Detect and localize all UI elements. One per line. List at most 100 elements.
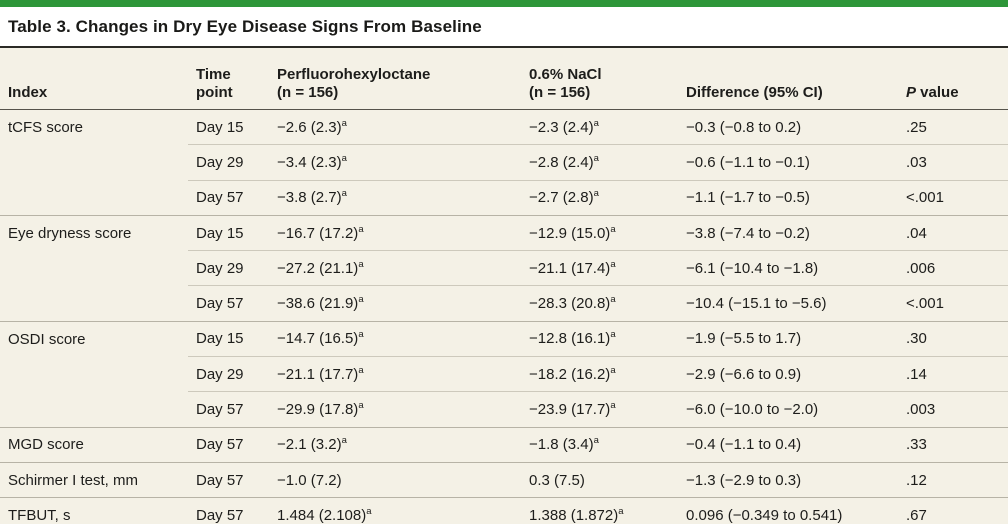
cell-difference: −10.4 (−15.1 to −5.6) [678, 285, 898, 322]
column-header-drug-label: Perfluorohexyloctane [277, 66, 431, 83]
accent-bar [0, 0, 1008, 7]
footnote-marker: a [593, 152, 599, 164]
cell-control: −2.7 (2.8)a [521, 179, 678, 216]
footnote-marker: a [358, 364, 364, 376]
cell-index [0, 251, 188, 286]
table-row: TFBUT, s Day 57 1.484 (2.108)a 1.388 (1.872… [0, 497, 1008, 524]
cell-control: −2.3 (2.4)a [529, 117, 599, 136]
cell-difference: −0.6 (−1.1 to −0.1) [678, 144, 898, 181]
p-value-italic-p: P [906, 84, 917, 101]
cell-drug: −21.1 (17.7)a [269, 356, 521, 392]
cell-p-value: .33 [898, 426, 1008, 463]
cell-drug: 1.484 (2.108)a [269, 497, 521, 524]
footnote-marker: a [366, 505, 372, 517]
cell-drug: −38.6 (21.9)a [269, 285, 521, 322]
footnote-marker: a [341, 117, 347, 129]
p-value-rest: value [916, 84, 959, 101]
cell-index [0, 145, 188, 180]
footnote-marker: a [341, 152, 347, 164]
footnote-marker: a [358, 258, 364, 270]
cell-difference: −1.9 (−5.5 to 1.7) [678, 320, 898, 357]
cell-control: 0.3 (7.5) [521, 461, 678, 498]
cell-time-point: Day 29 [188, 250, 269, 286]
cell-index [0, 392, 188, 427]
column-header-index-label: Index [8, 84, 48, 101]
table-title-block: Table 3. Changes in Dry Eye Disease Sign… [0, 7, 1008, 48]
cell-control: −12.9 (15.0)a [521, 214, 678, 251]
footnote-marker: a [358, 329, 364, 341]
column-header-p-value: P value [898, 48, 1008, 110]
cell-control: −18.2 (16.2)a [521, 356, 678, 392]
table-row: Day 29 −21.1 (17.7)a −18.2 (16.2)a −2.9 (−6… [0, 356, 1008, 392]
cell-difference: −1.3 (−2.9 to 0.3) [678, 461, 898, 498]
cell-difference: −6.1 (−10.4 to −1.8) [678, 250, 898, 286]
cell-difference: −6.0 (−10.0 to −2.0) [678, 391, 898, 428]
footnote-marker: a [610, 258, 616, 270]
table-row: Day 57 −29.9 (17.8)a −23.9 (17.7)a −6.0 (−1… [0, 391, 1008, 428]
cell-p-value: <.001 [898, 179, 1008, 216]
dry-eye-signs-table: Index Time point Perfluorohexyloctane (n… [0, 48, 1008, 524]
cell-difference: −3.8 (−7.4 to −0.2) [678, 214, 898, 251]
cell-drug: −1.0 (7.2) [269, 461, 521, 498]
cell-p-value: .006 [898, 250, 1008, 286]
cell-time-point: Day 15 [188, 214, 269, 251]
cell-time-point: Day 15 [188, 320, 269, 357]
table-row: tCFS score Day 15 −2.6 (2.3)a −2.3 (2.4)a −0… [0, 110, 1008, 145]
cell-drug: −2.6 (2.3)a [277, 117, 347, 136]
cell-difference: −0.3 (−0.8 to 0.2) [686, 118, 802, 136]
table-row: Day 57 −38.6 (21.9)a −28.3 (20.8)a −10.4 (−… [0, 285, 1008, 322]
cell-time-point: Day 57 [188, 285, 269, 322]
table-row: OSDI score Day 15 −14.7 (16.5)a −12.8 (16.1… [0, 320, 1008, 357]
footnote-marker: a [610, 364, 616, 376]
cell-control: −12.8 (16.1)a [521, 320, 678, 357]
cell-p-value: <.001 [898, 285, 1008, 322]
column-header-nacl: 0.6% NaCl (n = 156) [521, 48, 678, 110]
cell-index [0, 357, 188, 392]
cell-drug: −2.1 (3.2)a [269, 426, 521, 463]
table-row: MGD score Day 57 −2.1 (3.2)a −1.8 (3.4)a −0.… [0, 426, 1008, 463]
cell-index: TFBUT, s [0, 497, 188, 524]
cell-time-point: Day 15 [196, 118, 244, 136]
footnote-marker: a [610, 223, 616, 235]
cell-time-point: Day 57 [188, 497, 269, 524]
column-header-difference: Difference (95% CI) [678, 48, 898, 110]
cell-control: −1.8 (3.4)a [521, 426, 678, 463]
footnote-marker: a [341, 188, 347, 200]
cell-difference: −2.9 (−6.6 to 0.9) [678, 356, 898, 392]
cell-time-point: Day 57 [188, 426, 269, 463]
header-row: Index Time point Perfluorohexyloctane (n… [0, 48, 1008, 110]
cell-time-point: Day 57 [188, 391, 269, 428]
cell-p-value: .14 [898, 356, 1008, 392]
cell-index: tCFS score [8, 118, 84, 136]
cell-index: MGD score [0, 426, 188, 463]
footnote-marker: a [610, 294, 616, 306]
footnote-marker: a [358, 223, 364, 235]
cell-drug: −14.7 (16.5)a [269, 320, 521, 357]
cell-drug: −16.7 (17.2)a [269, 214, 521, 251]
footnote-marker: a [593, 435, 599, 447]
cell-drug: −3.4 (2.3)a [269, 144, 521, 181]
cell-drug: −27.2 (21.1)a [269, 250, 521, 286]
cell-p-value: .25 [906, 118, 927, 136]
table-row: Eye dryness score Day 15 −16.7 (17.2)a −12.… [0, 214, 1008, 251]
cell-drug: −3.8 (2.7)a [269, 179, 521, 216]
footnote-marker: a [610, 400, 616, 412]
cell-p-value: .30 [898, 320, 1008, 357]
column-header-drug-n: (n = 156) [277, 84, 339, 101]
footnote-marker: a [593, 188, 599, 200]
table-row: Day 57 −3.8 (2.7)a −2.7 (2.8)a −1.1 (−1.7 t… [0, 179, 1008, 216]
cell-difference: −0.4 (−1.1 to 0.4) [678, 426, 898, 463]
table-row: Day 29 −3.4 (2.3)a −2.8 (2.4)a −0.6 (−1.1 t… [0, 144, 1008, 181]
cell-control: −28.3 (20.8)a [521, 285, 678, 322]
cell-drug: −29.9 (17.8)a [269, 391, 521, 428]
footnote-marker: a [358, 294, 364, 306]
column-header-diff-label: Difference (95% CI) [686, 84, 823, 101]
table-row: Day 29 −27.2 (21.1)a −21.1 (17.4)a −6.1 (−1… [0, 250, 1008, 286]
column-header-time-label: Time point [196, 66, 233, 101]
cell-time-point: Day 29 [188, 144, 269, 181]
cell-index: Eye dryness score [0, 214, 188, 251]
footnote-marker: a [593, 117, 599, 129]
cell-index [0, 286, 188, 321]
cell-time-point: Day 29 [188, 356, 269, 392]
